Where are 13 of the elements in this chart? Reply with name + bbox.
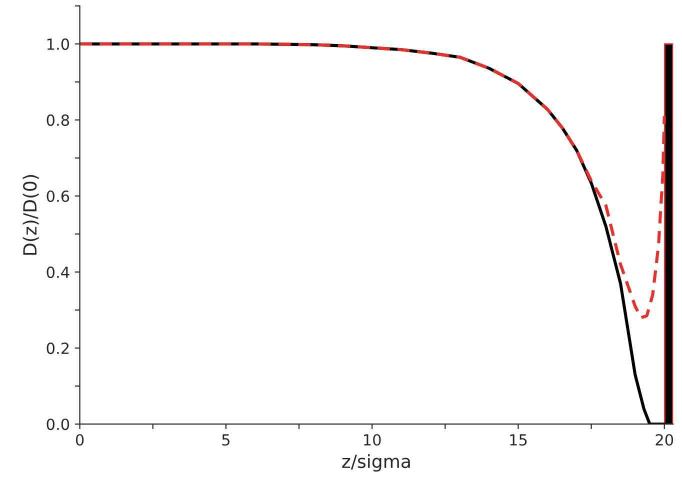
x-tick-label: 20	[656, 434, 674, 446]
x-tick-label: 0	[76, 434, 84, 446]
y-tick-label: 0.6	[46, 190, 70, 202]
x-axis-title: z/sigma	[342, 454, 410, 472]
x-tick-label: 5	[222, 434, 230, 446]
y-axis-title: D(z)/D(0)	[22, 175, 39, 255]
x-tick-label: 10	[364, 434, 381, 446]
x-tick-label: 15	[510, 434, 527, 446]
y-tick-label: 1.0	[47, 38, 70, 50]
y-tick-label: 0.4	[46, 266, 70, 278]
y-tick-label: 0.2	[46, 342, 69, 354]
y-tick-label: 0.0	[46, 418, 70, 430]
y-tick-label: 0.8	[46, 114, 70, 126]
